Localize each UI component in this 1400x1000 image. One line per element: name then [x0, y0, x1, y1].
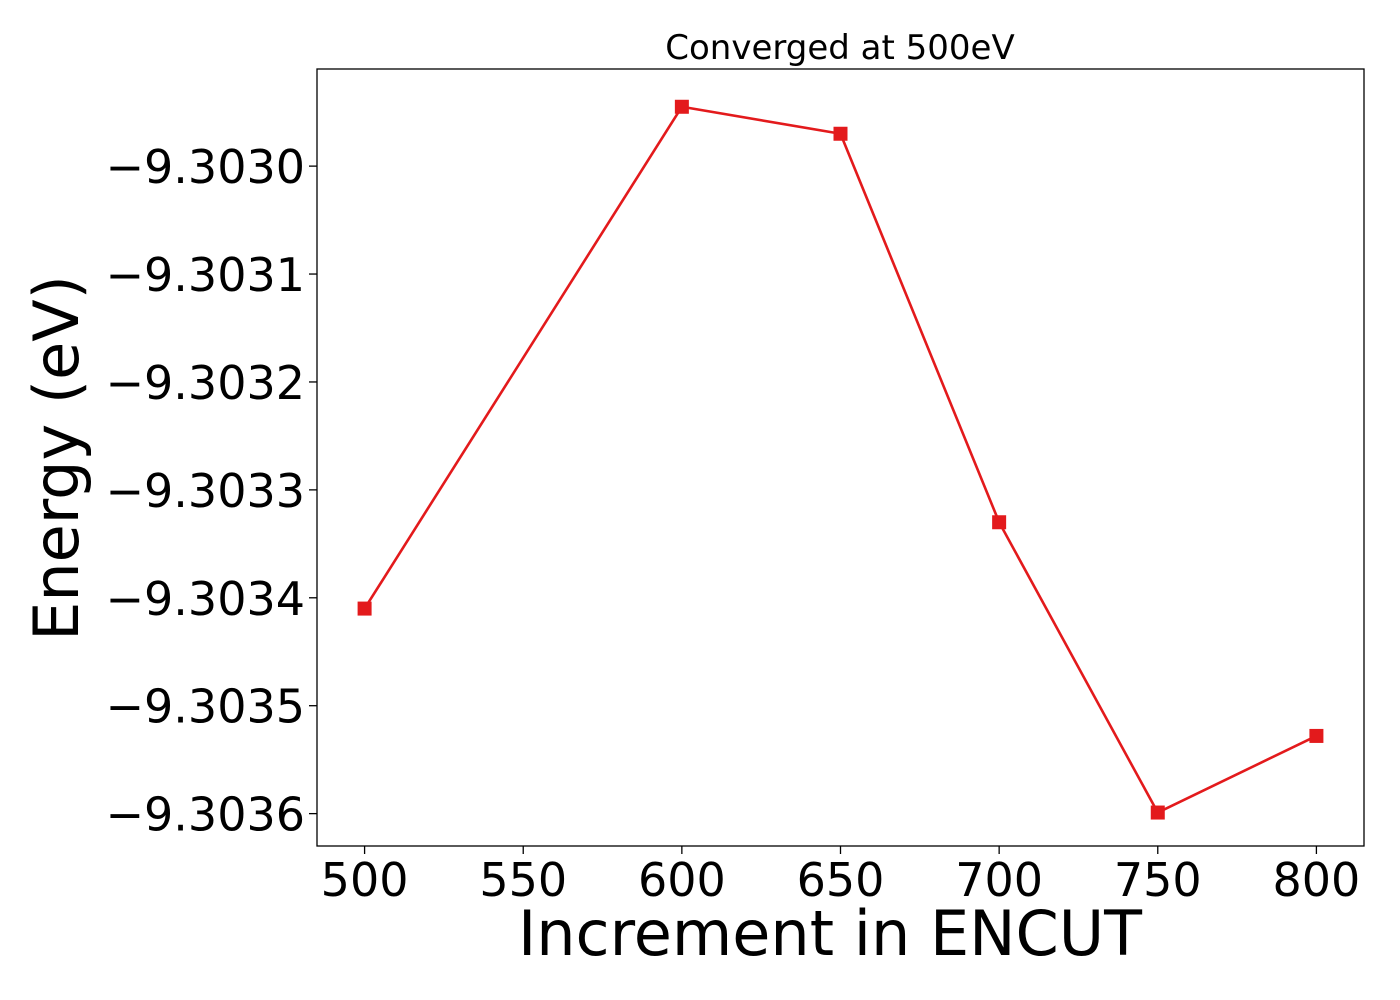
data-point-marker	[1150, 805, 1165, 820]
x-axis-label: Increment in ENCUT	[518, 897, 1143, 970]
x-tick-label: 650	[797, 853, 885, 907]
data-point-marker	[357, 601, 372, 616]
series-line	[363, 105, 1317, 814]
y-tick-label: −9.3031	[106, 248, 306, 302]
x-tick-label: 750	[1114, 853, 1202, 907]
x-tick-label: 550	[479, 853, 567, 907]
y-tick-label: −9.3034	[106, 572, 306, 626]
x-tick-label: 800	[1273, 853, 1361, 907]
x-axis-ticks: 500 550 600 650 700 750 800	[321, 846, 1361, 907]
data-point-marker	[1309, 728, 1324, 743]
y-tick-label: −9.3032	[106, 356, 306, 410]
y-tick-label: −9.3035	[106, 680, 306, 734]
y-axis-ticks: −9.3030 −9.3031 −9.3032 −9.3033 −9.3034 −9.30…	[106, 140, 317, 842]
x-tick-label: 600	[638, 853, 726, 907]
y-tick-label: −9.3030	[106, 140, 306, 194]
axes-frame	[316, 68, 1365, 847]
plot-area	[357, 99, 1324, 820]
data-point-marker	[674, 99, 689, 114]
y-tick-label: −9.3036	[106, 788, 306, 842]
y-axis-label: Energy (eV)	[20, 275, 93, 641]
chart-title: Converged at 500eV	[665, 28, 1014, 68]
x-tick-label: 500	[321, 853, 409, 907]
y-tick-label: −9.3033	[106, 464, 306, 518]
data-point-marker	[833, 126, 848, 141]
x-tick-label: 700	[955, 853, 1043, 907]
data-point-marker	[992, 515, 1007, 530]
